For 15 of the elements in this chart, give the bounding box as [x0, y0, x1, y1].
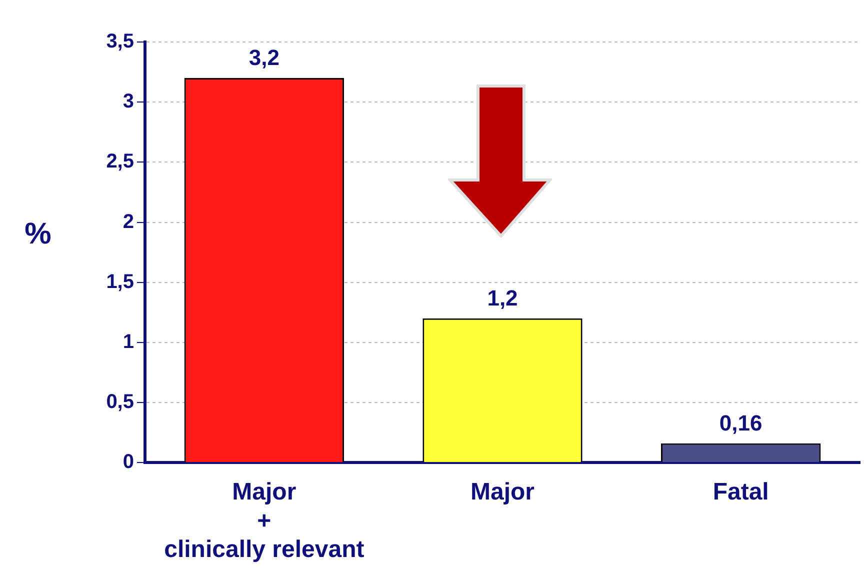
data-label: 1,2 [487, 285, 518, 310]
y-axis-title: % [24, 217, 52, 250]
y-tick-label: 2,5 [106, 150, 134, 173]
data-label: 0,16 [719, 410, 762, 436]
data-label: 3,2 [248, 45, 280, 70]
y-tick-label: 1 [122, 330, 134, 353]
y-tick-label: 0 [122, 451, 134, 474]
y-tick-label: 1,5 [106, 270, 134, 293]
x-tick-label: Major [470, 478, 535, 506]
y-tick-label: 3 [122, 90, 134, 113]
y-tick-label: 2 [122, 210, 134, 233]
y-tick-label: 3,5 [106, 30, 134, 53]
x-tick-label: Fatal [712, 478, 769, 506]
y-tick-label: 0,5 [106, 391, 134, 414]
x-tick-label: Major + clinically relevant [164, 478, 364, 564]
